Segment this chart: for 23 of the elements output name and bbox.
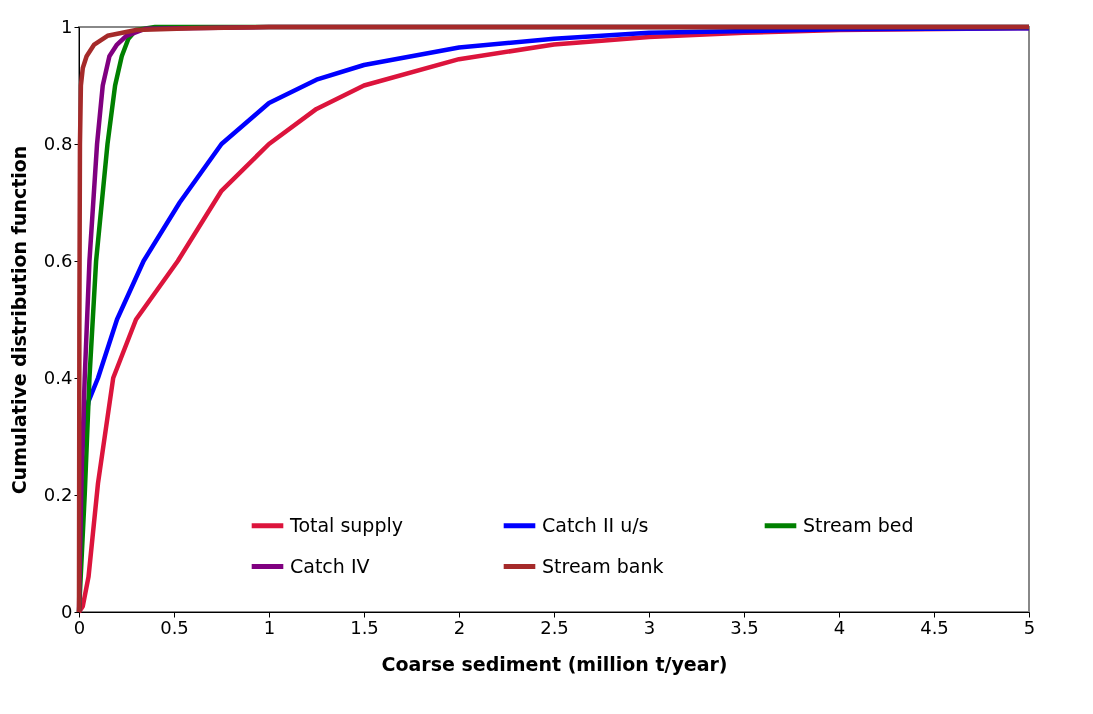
- x-tick-label: 2: [453, 616, 466, 638]
- legend-label: Total supply: [289, 513, 403, 536]
- x-tick-label: 3.5: [730, 616, 759, 638]
- x-axis-title: Coarse sediment (million t/year): [381, 652, 728, 675]
- x-tick-label: 3: [643, 616, 656, 638]
- x-tick-label: 4: [833, 616, 846, 638]
- x-tick-label: 1: [263, 616, 276, 638]
- y-tick-label: 0.8: [43, 132, 73, 154]
- legend-label: Stream bank: [542, 554, 664, 577]
- y-tick-label: 1: [61, 15, 73, 37]
- legend-label: Stream bed: [803, 513, 914, 536]
- y-tick-label: 0: [61, 600, 73, 622]
- y-tick-label: 0.2: [43, 483, 73, 505]
- x-tick-label: 5: [1023, 616, 1036, 638]
- x-tick-label: 0.5: [160, 616, 189, 638]
- y-tick-label: 0.6: [43, 249, 73, 271]
- legend-label: Catch IV: [290, 554, 370, 577]
- x-tick-label: 2.5: [540, 616, 569, 638]
- x-tick-label: 1.5: [350, 616, 379, 638]
- y-tick-label: 0.4: [43, 366, 73, 388]
- x-tick-label: 4.5: [920, 616, 949, 638]
- legend-label: Catch II u/s: [542, 513, 649, 536]
- y-axis-title: Cumulative distribution function: [7, 145, 30, 495]
